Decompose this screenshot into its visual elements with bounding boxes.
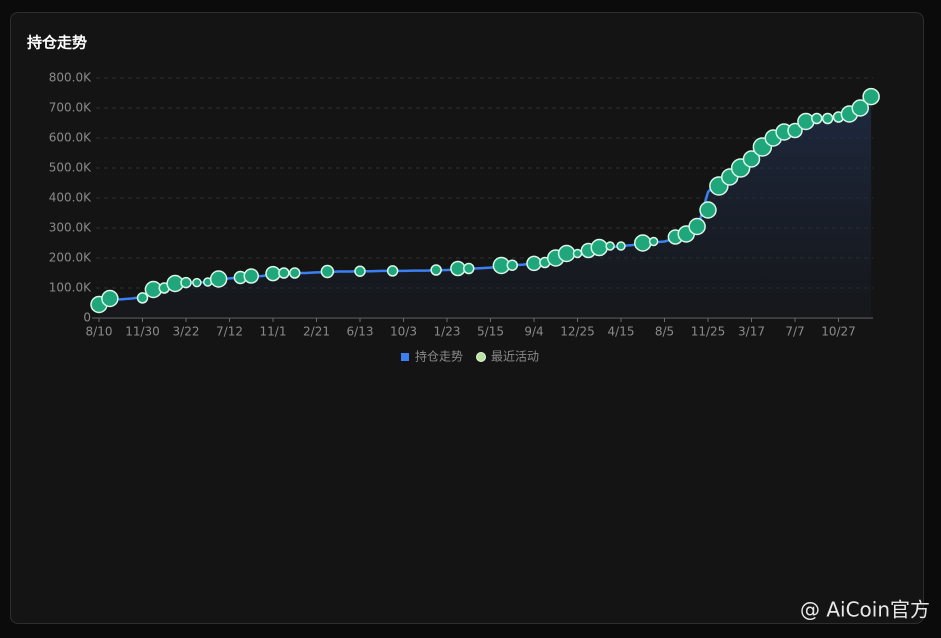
chart-title: 持仓走势 [27, 34, 87, 52]
legend-swatch [401, 353, 409, 361]
y-tick-label: 600.0K [49, 131, 92, 145]
x-tick-label: 5/15 [477, 325, 504, 339]
bubble [101, 289, 119, 308]
bubble [430, 264, 442, 276]
bubble [354, 265, 366, 277]
bubble [320, 264, 335, 279]
bubble [526, 255, 542, 272]
y-tick-label: 100.0K [49, 281, 92, 295]
legend-label: 持仓走势 [415, 349, 463, 364]
x-tick-label: 7/12 [216, 325, 243, 339]
x-tick-label: 3/22 [173, 325, 200, 339]
bubble [450, 260, 466, 277]
area [99, 97, 872, 318]
y-tick-label: 400.0K [49, 191, 92, 205]
bubble [506, 259, 518, 271]
bubble [648, 236, 659, 247]
bubble [811, 112, 823, 125]
bubble [572, 248, 583, 259]
y-tick-label: 800.0K [49, 71, 92, 85]
bubble [590, 238, 608, 257]
legend-swatch [476, 352, 487, 362]
bubble [787, 122, 803, 139]
bubble [463, 262, 475, 275]
legend-label: 最近活动 [491, 350, 539, 364]
y-tick-label: 300.0K [49, 221, 92, 235]
bubble [386, 265, 399, 277]
y-tick-label: 700.0K [49, 101, 92, 115]
bubble [192, 277, 202, 288]
x-tick-label: 10/27 [821, 325, 856, 339]
bubble [851, 99, 869, 117]
x-tick-label: 12/25 [560, 325, 595, 339]
bubble [797, 112, 815, 131]
bubble [821, 112, 834, 125]
bubble [634, 234, 652, 252]
x-tick-label: 10/3 [390, 325, 417, 339]
x-tick-label: 11/30 [125, 325, 160, 339]
bubble [180, 276, 192, 289]
bubble [605, 241, 615, 251]
x-tick-label: 11/25 [691, 325, 726, 339]
x-tick-label: 7/7 [785, 325, 804, 339]
watermark: @ AiCoin官方 [800, 598, 930, 622]
x-tick-label: 8/5 [655, 325, 674, 339]
x-tick-label: 2/21 [303, 325, 330, 339]
bubble [742, 150, 761, 168]
x-tick-label: 9/4 [524, 325, 543, 339]
bubble [209, 270, 228, 288]
x-tick-label: 11/1 [260, 325, 287, 339]
bubble [243, 268, 259, 284]
x-tick-label: 4/15 [608, 325, 635, 339]
bubble [616, 241, 626, 251]
bubble [265, 265, 281, 282]
y-tick-label: 500.0K [49, 161, 92, 175]
x-tick-label: 8/10 [86, 325, 113, 339]
bubble [699, 201, 717, 219]
y-tick-label: 200.0K [49, 251, 92, 265]
bubble [289, 267, 301, 279]
x-tick-label: 3/17 [738, 325, 765, 339]
bubble [688, 217, 706, 236]
bubble [557, 244, 576, 263]
y-tick-label: 0 [83, 311, 91, 325]
x-tick-label: 1/23 [434, 325, 461, 339]
x-tick-label: 6/13 [347, 325, 374, 339]
bubble [862, 87, 880, 106]
bubble [136, 292, 149, 304]
bubble [278, 267, 290, 279]
